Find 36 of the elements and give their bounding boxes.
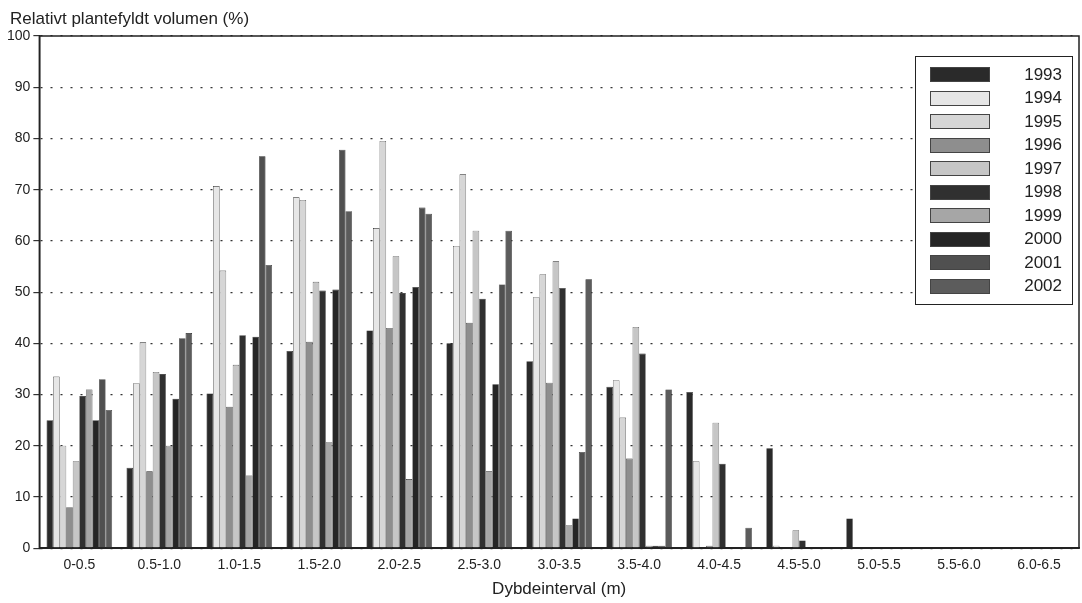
x-tick-label: 6.0-6.5 — [1017, 556, 1062, 573]
legend-label: 1999 — [1024, 205, 1062, 226]
legend-label: 1996 — [1024, 135, 1062, 156]
legend-label: 2002 — [1024, 276, 1062, 297]
x-tick-label: 0.5-1.0 — [137, 556, 182, 573]
x-tick-label: 0-0.5 — [63, 556, 96, 573]
y-tick-label: 80 — [14, 129, 31, 146]
y-tick-label: 90 — [14, 78, 31, 95]
y-tick-label: 20 — [14, 436, 31, 453]
x-tick-label: 3.5-4.0 — [617, 556, 662, 573]
x-tick-label: 4.0-4.5 — [697, 556, 742, 573]
x-tick-label: 2.0-2.5 — [377, 556, 422, 573]
y-tick-label: 0 — [22, 539, 31, 556]
y-tick-label: 70 — [14, 180, 31, 197]
y-tick-label: 30 — [14, 385, 31, 402]
x-tick-label: 2.5-3.0 — [457, 556, 502, 573]
y-axis-title: Relativt plantefyldt volumen (%) — [10, 9, 250, 28]
y-tick-label: 50 — [14, 282, 31, 299]
legend-label: 1994 — [1024, 88, 1062, 109]
legend-label: 1993 — [1024, 64, 1062, 85]
x-tick-label: 3.0-3.5 — [537, 556, 582, 573]
y-tick-label: 40 — [14, 334, 31, 351]
x-tick-label: 1.5-2.0 — [297, 556, 342, 573]
x-axis-title: Dybdeinterval (m) — [492, 579, 627, 599]
legend-label: 1998 — [1024, 182, 1062, 203]
x-tick-label: 5.5-6.0 — [937, 556, 982, 573]
legend-label: 1995 — [1024, 111, 1062, 132]
x-tick-label: 5.0-5.5 — [857, 556, 902, 573]
y-tick-label: 10 — [14, 487, 31, 504]
legend-label: 2001 — [1024, 252, 1062, 273]
y-tick-label: 60 — [14, 231, 31, 248]
legend-label: 2000 — [1024, 229, 1062, 250]
x-tick-label: 1.0-1.5 — [217, 556, 262, 573]
legend-label: 1997 — [1024, 158, 1062, 179]
x-tick-label: 4.5-5.0 — [777, 556, 822, 573]
y-tick-label: 100 — [7, 26, 31, 43]
